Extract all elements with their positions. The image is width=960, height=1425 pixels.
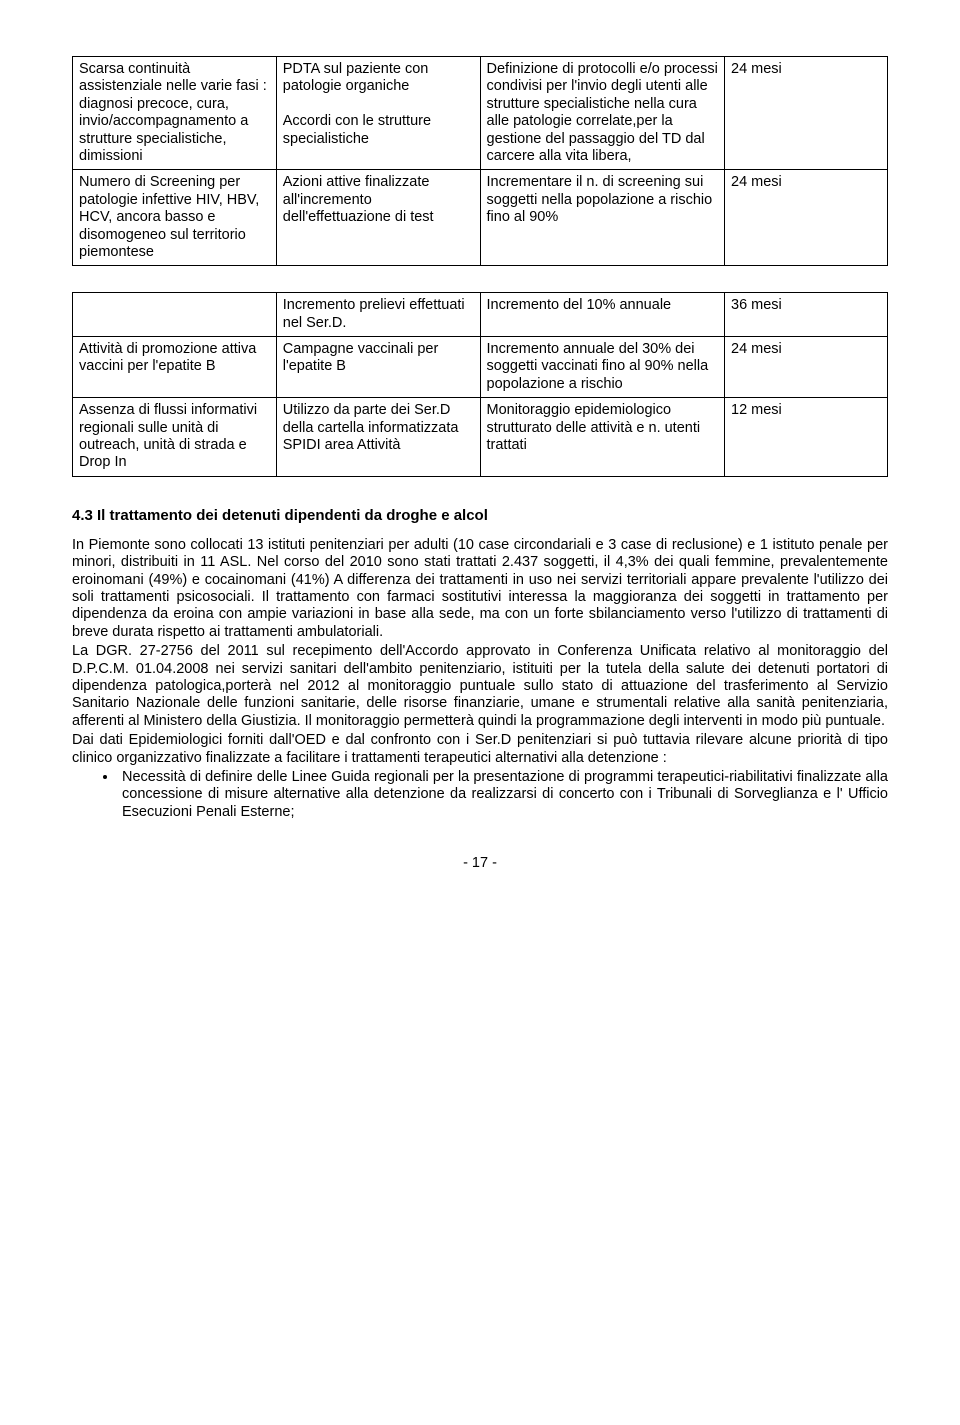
cell: Attività di promozione attiva vaccini pe… — [73, 337, 277, 398]
cell: 24 mesi — [725, 337, 888, 398]
bullet-list: Necessità di definire delle Linee Guida … — [72, 769, 888, 821]
paragraph: La DGR. 27-2756 del 2011 sul recepimento… — [72, 643, 888, 730]
paragraph: In Piemonte sono collocati 13 istituti p… — [72, 537, 888, 641]
page-number: - 17 - — [72, 855, 888, 872]
cell: Campagne vaccinali per l'epatite B — [276, 337, 480, 398]
cell: Definizione di protocolli e/o processi c… — [480, 57, 725, 170]
cell — [73, 293, 277, 337]
cell: PDTA sul paziente con patologie organich… — [276, 57, 480, 170]
cell: Scarsa continuità assistenziale nelle va… — [73, 57, 277, 170]
cell: Incremento annuale del 30% dei soggetti … — [480, 337, 725, 398]
paragraph: Dai dati Epidemiologici forniti dall'OED… — [72, 732, 888, 767]
cell: Utilizzo da parte dei Ser.D della cartel… — [276, 398, 480, 477]
cell: 24 mesi — [725, 170, 888, 266]
cell: Incremento prelievi effettuati nel Ser.D… — [276, 293, 480, 337]
cell: Azioni attive finalizzate all'incremento… — [276, 170, 480, 266]
cell: Numero di Screening per patologie infett… — [73, 170, 277, 266]
table-row: Assenza di flussi informativi regionali … — [73, 398, 888, 477]
list-item: Necessità di definire delle Linee Guida … — [118, 769, 888, 821]
cell: Incremento del 10% annuale — [480, 293, 725, 337]
cell: 24 mesi — [725, 57, 888, 170]
table-2: Incremento prelievi effettuati nel Ser.D… — [72, 292, 888, 477]
cell: Assenza di flussi informativi regionali … — [73, 398, 277, 477]
cell: Incrementare il n. di screening sui sogg… — [480, 170, 725, 266]
table-row: Incremento prelievi effettuati nel Ser.D… — [73, 293, 888, 337]
section-heading: 4.3 Il trattamento dei detenuti dipenden… — [72, 507, 888, 525]
table-1: Scarsa continuità assistenziale nelle va… — [72, 56, 888, 266]
cell: 36 mesi — [725, 293, 888, 337]
table-row: Scarsa continuità assistenziale nelle va… — [73, 57, 888, 170]
table-row: Numero di Screening per patologie infett… — [73, 170, 888, 266]
table-row: Attività di promozione attiva vaccini pe… — [73, 337, 888, 398]
cell: Monitoraggio epidemiologico strutturato … — [480, 398, 725, 477]
cell: 12 mesi — [725, 398, 888, 477]
